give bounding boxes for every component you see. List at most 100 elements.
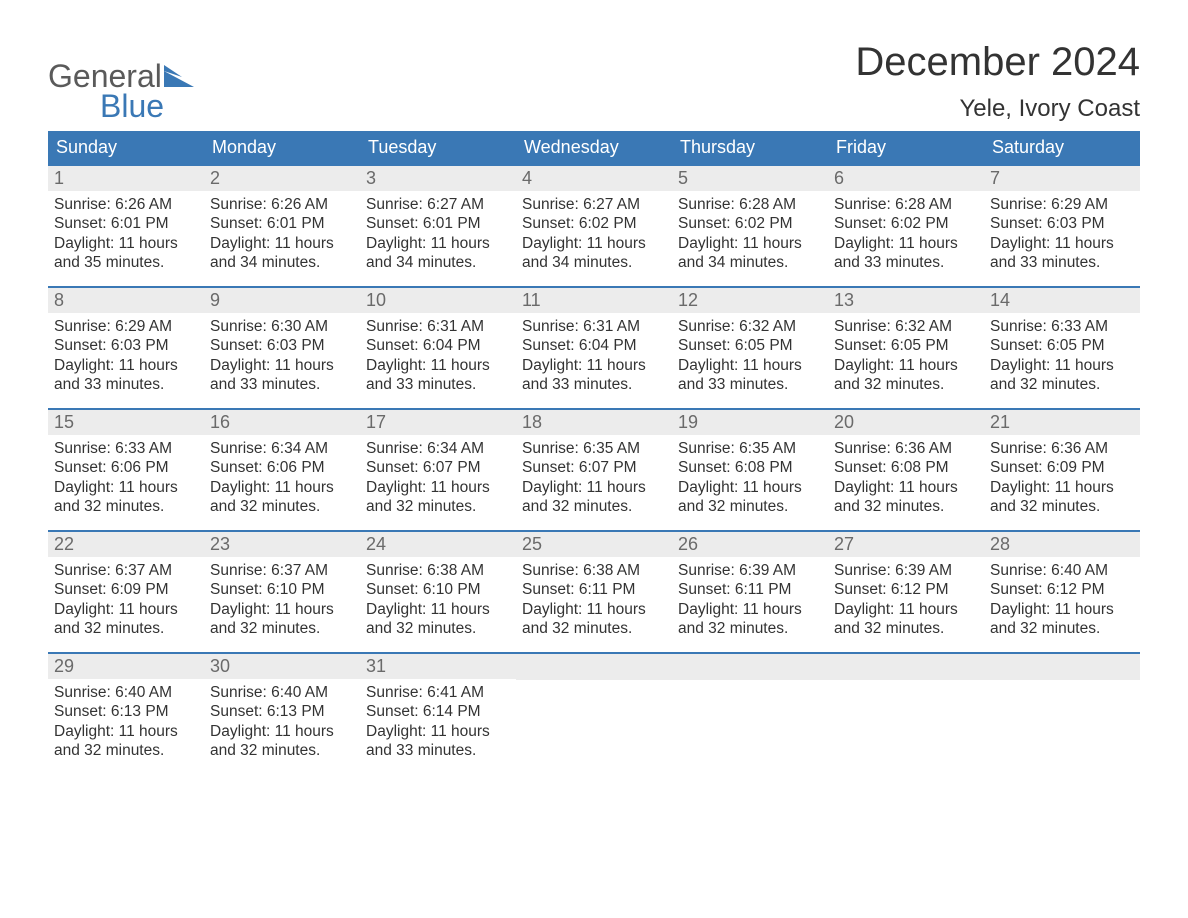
day-body: Sunrise: 6:36 AMSunset: 6:08 PMDaylight:…: [828, 435, 984, 527]
sunset-line: Sunset: 6:08 PM: [678, 458, 822, 477]
daylight-line1: Daylight: 11 hours: [210, 356, 354, 375]
sunset-line: Sunset: 6:06 PM: [54, 458, 198, 477]
daylight-line2: and 34 minutes.: [678, 253, 822, 272]
day-number: 3: [360, 166, 516, 191]
dow-cell: Friday: [828, 131, 984, 164]
day-number: 25: [516, 532, 672, 557]
sunrise-line: Sunrise: 6:37 AM: [54, 561, 198, 580]
day-number: 9: [204, 288, 360, 313]
sunrise-line: Sunrise: 6:27 AM: [366, 195, 510, 214]
day-number: 6: [828, 166, 984, 191]
day-cell: 1Sunrise: 6:26 AMSunset: 6:01 PMDaylight…: [48, 166, 204, 286]
day-body: Sunrise: 6:31 AMSunset: 6:04 PMDaylight:…: [516, 313, 672, 405]
daylight-line2: and 32 minutes.: [366, 497, 510, 516]
day-body: Sunrise: 6:40 AMSunset: 6:12 PMDaylight:…: [984, 557, 1140, 649]
sunset-line: Sunset: 6:03 PM: [210, 336, 354, 355]
day-cell: 21Sunrise: 6:36 AMSunset: 6:09 PMDayligh…: [984, 410, 1140, 530]
dow-cell: Monday: [204, 131, 360, 164]
sunset-line: Sunset: 6:02 PM: [678, 214, 822, 233]
daylight-line1: Daylight: 11 hours: [54, 356, 198, 375]
daylight-line2: and 33 minutes.: [366, 741, 510, 760]
daylight-line1: Daylight: 11 hours: [678, 356, 822, 375]
title-block: December 2024 Yele, Ivory Coast: [855, 40, 1140, 123]
day-number: 14: [984, 288, 1140, 313]
week-row: 8Sunrise: 6:29 AMSunset: 6:03 PMDaylight…: [48, 286, 1140, 408]
day-number: 10: [360, 288, 516, 313]
day-number: 23: [204, 532, 360, 557]
sunset-line: Sunset: 6:08 PM: [834, 458, 978, 477]
daylight-line1: Daylight: 11 hours: [990, 234, 1134, 253]
day-body: Sunrise: 6:40 AMSunset: 6:13 PMDaylight:…: [204, 679, 360, 771]
day-body: Sunrise: 6:27 AMSunset: 6:01 PMDaylight:…: [360, 191, 516, 283]
day-cell: 25Sunrise: 6:38 AMSunset: 6:11 PMDayligh…: [516, 532, 672, 652]
sunset-line: Sunset: 6:14 PM: [366, 702, 510, 721]
day-number: 2: [204, 166, 360, 191]
day-body: Sunrise: 6:26 AMSunset: 6:01 PMDaylight:…: [204, 191, 360, 283]
week-row: 1Sunrise: 6:26 AMSunset: 6:01 PMDaylight…: [48, 164, 1140, 286]
day-cell: 9Sunrise: 6:30 AMSunset: 6:03 PMDaylight…: [204, 288, 360, 408]
sunrise-line: Sunrise: 6:36 AM: [834, 439, 978, 458]
day-cell: [672, 654, 828, 774]
day-number: 16: [204, 410, 360, 435]
sunrise-line: Sunrise: 6:40 AM: [990, 561, 1134, 580]
day-number: 31: [360, 654, 516, 679]
daylight-line1: Daylight: 11 hours: [678, 600, 822, 619]
day-number: 7: [984, 166, 1140, 191]
day-body: Sunrise: 6:37 AMSunset: 6:09 PMDaylight:…: [48, 557, 204, 649]
day-cell: 12Sunrise: 6:32 AMSunset: 6:05 PMDayligh…: [672, 288, 828, 408]
sunset-line: Sunset: 6:02 PM: [522, 214, 666, 233]
sunset-line: Sunset: 6:10 PM: [210, 580, 354, 599]
day-cell: 17Sunrise: 6:34 AMSunset: 6:07 PMDayligh…: [360, 410, 516, 530]
day-cell: 11Sunrise: 6:31 AMSunset: 6:04 PMDayligh…: [516, 288, 672, 408]
sunrise-line: Sunrise: 6:38 AM: [522, 561, 666, 580]
daylight-line1: Daylight: 11 hours: [210, 600, 354, 619]
daylight-line2: and 33 minutes.: [522, 375, 666, 394]
daylight-line1: Daylight: 11 hours: [210, 478, 354, 497]
day-cell: 28Sunrise: 6:40 AMSunset: 6:12 PMDayligh…: [984, 532, 1140, 652]
daylight-line1: Daylight: 11 hours: [990, 600, 1134, 619]
day-cell: 26Sunrise: 6:39 AMSunset: 6:11 PMDayligh…: [672, 532, 828, 652]
sunrise-line: Sunrise: 6:31 AM: [366, 317, 510, 336]
daylight-line1: Daylight: 11 hours: [54, 600, 198, 619]
daylight-line1: Daylight: 11 hours: [522, 234, 666, 253]
sunrise-line: Sunrise: 6:41 AM: [366, 683, 510, 702]
sunrise-line: Sunrise: 6:37 AM: [210, 561, 354, 580]
day-number: 8: [48, 288, 204, 313]
day-number: 21: [984, 410, 1140, 435]
dow-cell: Tuesday: [360, 131, 516, 164]
month-title: December 2024: [855, 40, 1140, 85]
day-number: [672, 654, 828, 680]
day-cell: [984, 654, 1140, 774]
day-number: [828, 654, 984, 680]
sunrise-line: Sunrise: 6:35 AM: [678, 439, 822, 458]
day-number: 22: [48, 532, 204, 557]
day-body: Sunrise: 6:39 AMSunset: 6:11 PMDaylight:…: [672, 557, 828, 649]
daylight-line1: Daylight: 11 hours: [834, 356, 978, 375]
daylight-line2: and 33 minutes.: [366, 375, 510, 394]
flag-icon: [164, 60, 194, 92]
daylight-line2: and 33 minutes.: [834, 253, 978, 272]
day-cell: 10Sunrise: 6:31 AMSunset: 6:04 PMDayligh…: [360, 288, 516, 408]
daylight-line2: and 32 minutes.: [834, 375, 978, 394]
sunset-line: Sunset: 6:09 PM: [54, 580, 198, 599]
daylight-line1: Daylight: 11 hours: [522, 478, 666, 497]
calendar: SundayMondayTuesdayWednesdayThursdayFrid…: [48, 131, 1140, 774]
sunset-line: Sunset: 6:13 PM: [210, 702, 354, 721]
day-number: 24: [360, 532, 516, 557]
sunrise-line: Sunrise: 6:34 AM: [366, 439, 510, 458]
daylight-line2: and 32 minutes.: [522, 619, 666, 638]
daylight-line1: Daylight: 11 hours: [678, 234, 822, 253]
day-cell: 13Sunrise: 6:32 AMSunset: 6:05 PMDayligh…: [828, 288, 984, 408]
daylight-line2: and 32 minutes.: [54, 619, 198, 638]
day-body: Sunrise: 6:34 AMSunset: 6:07 PMDaylight:…: [360, 435, 516, 527]
sunset-line: Sunset: 6:01 PM: [366, 214, 510, 233]
day-body: Sunrise: 6:35 AMSunset: 6:08 PMDaylight:…: [672, 435, 828, 527]
day-body: Sunrise: 6:30 AMSunset: 6:03 PMDaylight:…: [204, 313, 360, 405]
day-body: Sunrise: 6:39 AMSunset: 6:12 PMDaylight:…: [828, 557, 984, 649]
daylight-line2: and 34 minutes.: [210, 253, 354, 272]
sunrise-line: Sunrise: 6:34 AM: [210, 439, 354, 458]
daylight-line1: Daylight: 11 hours: [678, 478, 822, 497]
day-number: 12: [672, 288, 828, 313]
sunset-line: Sunset: 6:07 PM: [522, 458, 666, 477]
sunrise-line: Sunrise: 6:36 AM: [990, 439, 1134, 458]
